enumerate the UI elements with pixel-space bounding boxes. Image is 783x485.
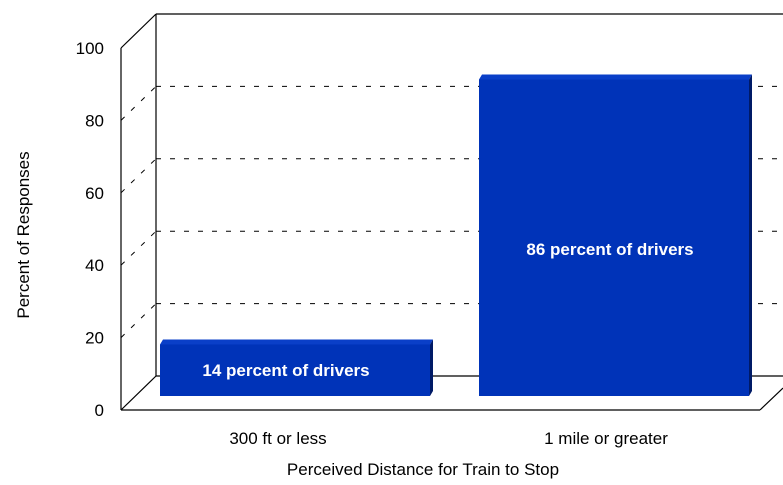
bar-data-label: 14 percent of drivers — [202, 361, 369, 380]
x-tick-label-2: 1 mile or greater — [544, 429, 668, 448]
bar-front-face — [479, 79, 749, 396]
gridline-side-40 — [120, 230, 157, 266]
y-axis-title: Percent of Responses — [14, 151, 33, 318]
bar-front-face — [160, 344, 430, 396]
y-tick-label-80: 80 — [85, 111, 104, 130]
y-tick-label-20: 20 — [85, 329, 104, 348]
bar-top-face — [160, 339, 433, 345]
y-tick-label-60: 60 — [85, 184, 104, 203]
bar-top-face — [479, 74, 752, 80]
floor-right-diagonal — [759, 387, 783, 411]
gridline-side-60 — [120, 158, 157, 194]
y-tick-label-100: 100 — [76, 39, 104, 58]
y-tick-label-0: 0 — [95, 401, 104, 420]
wall-top-diagonal — [120, 13, 157, 49]
bar-side-face — [749, 74, 752, 396]
floor-left-diagonal — [120, 375, 157, 411]
x-axis-title: Perceived Distance for Train to Stop — [287, 460, 559, 479]
x-tick-labels: 300 ft or less 1 mile or greater — [229, 429, 668, 448]
gridline-side-80 — [120, 86, 157, 121]
bar-2: 86 percent of drivers — [479, 74, 752, 396]
bar-side-face — [430, 339, 433, 396]
x-tick-label-1: 300 ft or less — [229, 429, 326, 448]
y-tick-label-40: 40 — [85, 256, 104, 275]
y-tick-labels: 0 20 40 60 80 100 — [76, 39, 104, 420]
gridline-side-20 — [120, 303, 157, 338]
bar-1: 14 percent of drivers — [160, 339, 433, 396]
bar-data-label: 86 percent of drivers — [526, 240, 693, 259]
bars: 14 percent of drivers 86 percent of drive… — [160, 74, 752, 396]
